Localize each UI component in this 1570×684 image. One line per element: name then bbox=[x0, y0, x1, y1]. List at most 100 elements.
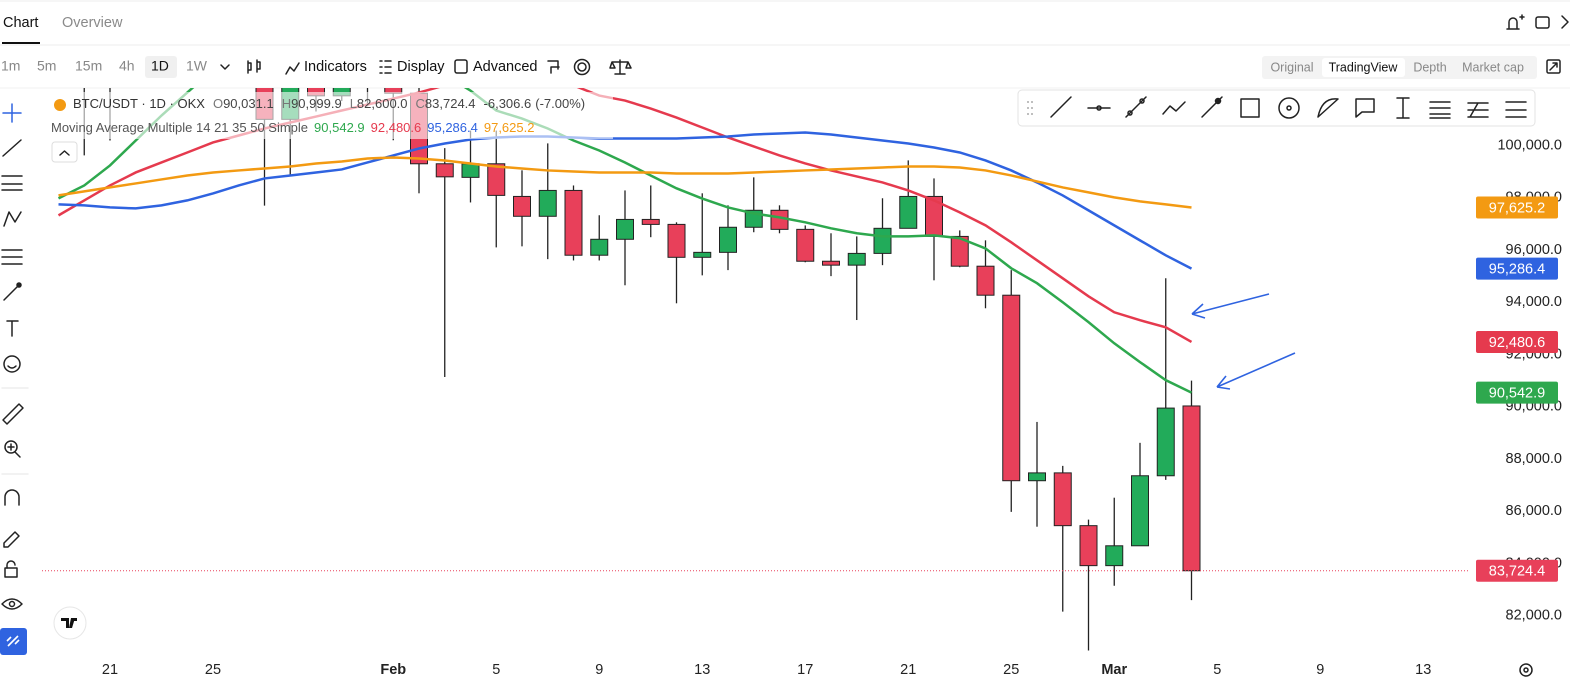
x-tick-label: Mar bbox=[1101, 662, 1127, 678]
candle-body bbox=[1156, 407, 1175, 477]
legend-value: 90,031.1 bbox=[223, 96, 274, 111]
candle-body bbox=[153, 23, 170, 41]
ma-line bbox=[58, 131, 1193, 270]
indicator-value: 95,286.4 bbox=[427, 120, 478, 135]
view-option[interactable]: Original bbox=[1270, 60, 1313, 74]
candle-body bbox=[796, 228, 815, 262]
candle-body bbox=[873, 227, 892, 254]
x-tick-label: 13 bbox=[1415, 662, 1431, 678]
view-option[interactable]: TradingView bbox=[1329, 60, 1399, 74]
candle-body bbox=[822, 260, 840, 266]
candle-body bbox=[667, 223, 686, 258]
x-tick-label: Feb bbox=[380, 662, 406, 678]
view-option[interactable]: Market cap bbox=[1462, 60, 1524, 74]
indicator-value: 90,542.9 bbox=[314, 120, 365, 135]
legend-value: 82,600.0 bbox=[357, 96, 408, 111]
interval[interactable]: 5m bbox=[37, 58, 56, 74]
interval[interactable]: 1W bbox=[186, 58, 208, 74]
tv-mark bbox=[61, 618, 77, 628]
legend-key: C bbox=[416, 96, 425, 111]
x-tick-label: 21 bbox=[900, 662, 916, 678]
candle-body bbox=[847, 252, 866, 266]
toolbar-advanced[interactable]: Advanced bbox=[473, 59, 538, 75]
left-toolbar[interactable] bbox=[1, 103, 29, 610]
candle-body bbox=[435, 163, 454, 178]
legend-key: L bbox=[350, 96, 357, 111]
x-tick-label: 9 bbox=[1316, 662, 1324, 678]
tab-chart[interactable]: Chart bbox=[3, 15, 38, 31]
drawing-tools[interactable] bbox=[1027, 96, 1527, 119]
price-tag-label: 97,625.2 bbox=[1489, 200, 1545, 216]
candle-body bbox=[230, 23, 247, 78]
candle-body bbox=[641, 218, 660, 225]
candle-body bbox=[538, 189, 557, 217]
price-tag bbox=[1476, 196, 1558, 219]
top-icons[interactable] bbox=[1506, 14, 1569, 30]
indicator-value: 92,480.6 bbox=[371, 120, 422, 135]
candle-body bbox=[950, 235, 969, 267]
toolbar-icons[interactable] bbox=[220, 58, 1561, 76]
interval[interactable]: 1D bbox=[151, 58, 169, 74]
candle-body bbox=[616, 218, 634, 240]
candle-body bbox=[693, 251, 712, 258]
ohlc-legend: BTC/USDT · 1D · OKX O90,031.1 H90,999.9 L82… bbox=[73, 96, 585, 111]
toolbar-display[interactable]: Display bbox=[397, 59, 445, 75]
toolbar-indicators[interactable]: Indicators bbox=[304, 59, 367, 75]
y-tick-label: 82,000.0 bbox=[1506, 608, 1562, 624]
candle-body bbox=[461, 163, 480, 178]
annotation-arrows bbox=[1191, 293, 1296, 390]
x-tick-label: 5 bbox=[492, 662, 500, 678]
ma-line bbox=[58, 156, 1192, 209]
price-tag bbox=[1476, 257, 1558, 280]
interval[interactable]: 15m bbox=[75, 58, 102, 74]
tab-overview[interactable]: Overview bbox=[62, 15, 123, 31]
price-tag bbox=[1476, 381, 1558, 404]
view-option[interactable]: Depth bbox=[1413, 60, 1446, 74]
legend-key: H bbox=[282, 96, 291, 111]
candle-body bbox=[1131, 475, 1149, 547]
candle-body bbox=[770, 209, 789, 230]
price-tag-label: 95,286.4 bbox=[1489, 261, 1545, 277]
candle-body bbox=[384, 88, 403, 94]
indicator-legend: Moving Average Multiple 14 21 35 50 Simp… bbox=[51, 120, 534, 135]
y-tick-label: 94,000.0 bbox=[1506, 294, 1562, 310]
interval[interactable]: 4h bbox=[119, 58, 135, 74]
coin-icon bbox=[54, 99, 66, 111]
candle-body bbox=[719, 226, 737, 253]
candle-body bbox=[179, 23, 196, 26]
view-active bbox=[1322, 58, 1405, 77]
x-tick-label: 21 bbox=[102, 662, 118, 678]
plot bbox=[57, 0, 1201, 651]
drawing-toolbar bbox=[1017, 89, 1536, 127]
ma-line bbox=[57, 88, 1193, 394]
candle-body bbox=[899, 195, 918, 229]
candle-body bbox=[127, 0, 144, 41]
y-tick-label: 88,000.0 bbox=[1506, 451, 1562, 467]
legend-backdrop bbox=[48, 92, 613, 139]
candle-body bbox=[1028, 472, 1046, 482]
link-icon bbox=[6, 635, 20, 647]
price-tag bbox=[1476, 559, 1558, 582]
price-tag-label: 83,724.4 bbox=[1489, 564, 1545, 580]
candle-body bbox=[590, 238, 609, 256]
indicator-value: 97,625.2 bbox=[484, 120, 535, 135]
interval[interactable]: 1m bbox=[1, 58, 20, 74]
candle-body bbox=[1182, 405, 1201, 572]
candle-body bbox=[1079, 525, 1098, 567]
legend-title: BTC/USDT · 1D · OKX bbox=[73, 96, 205, 111]
price-tag-label: 90,542.9 bbox=[1489, 385, 1545, 401]
x-tick-label: 25 bbox=[205, 662, 221, 678]
y-tick-label: 86,000.0 bbox=[1506, 503, 1562, 519]
x-tick-label: 17 bbox=[797, 662, 813, 678]
axis-settings[interactable] bbox=[1519, 663, 1533, 677]
x-tick-label: 13 bbox=[694, 662, 710, 678]
candle-body bbox=[976, 265, 995, 296]
collapse-icon bbox=[59, 150, 70, 156]
legend-key: O bbox=[213, 96, 223, 111]
y-tick-label: 96,000.0 bbox=[1506, 242, 1562, 258]
x-tick-label: 9 bbox=[595, 662, 603, 678]
candle-body bbox=[1105, 545, 1124, 567]
interval-bar: 1m 5m 15m 4h 1D 1W Indicators Display Advanced bbox=[1, 56, 538, 78]
